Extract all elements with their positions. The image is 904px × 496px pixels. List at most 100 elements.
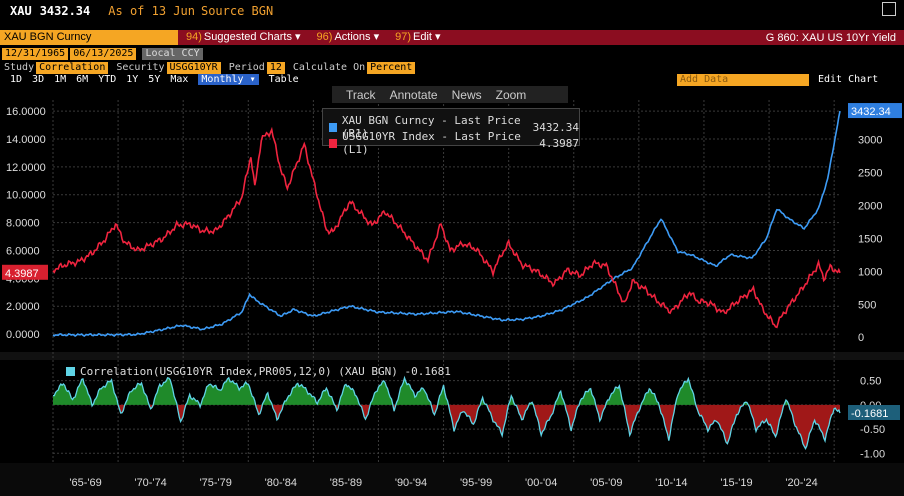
news-button[interactable]: News: [451, 87, 482, 102]
x-axis-tick-label: '65-'69: [69, 477, 101, 489]
menu-number: 97): [395, 31, 412, 43]
frequency-select[interactable]: Monthly ▾: [198, 74, 259, 85]
left-axis-tick-label: 6.0000: [6, 245, 40, 257]
annotate-button[interactable]: Annotate: [389, 87, 438, 102]
edit-menu[interactable]: 97) Edit ▾: [387, 30, 448, 45]
export-excel-icon[interactable]: [882, 2, 896, 16]
range-3d[interactable]: 3D: [32, 74, 45, 85]
currency-select[interactable]: Local CCY: [142, 48, 203, 60]
period-label: Period: [228, 62, 265, 73]
legend-item-yield[interactable]: USGG10YR Index - Last Price (L1) 4.3987: [329, 130, 579, 156]
right-axis-tick-label: 0: [858, 332, 864, 344]
gold-price-line: [52, 110, 841, 337]
add-data-input[interactable]: Add Data: [677, 73, 809, 86]
range-max[interactable]: Max: [170, 74, 189, 85]
correlation-last-value-label-bg: [848, 405, 900, 421]
x-axis-tick-label: '70-'74: [134, 477, 166, 489]
x-axis-tick-label: '15-'19: [720, 477, 752, 489]
range-1m[interactable]: 1M: [54, 74, 67, 85]
period-input[interactable]: 12: [266, 61, 285, 74]
yield-last-value-label-bg: [2, 264, 48, 280]
yield-line: [52, 126, 841, 329]
title-bar: XAU 3432.34 As of 13 Jun Source BGN: [0, 0, 904, 22]
menu-label: Edit ▾: [413, 31, 441, 43]
x-axis-tick-label: '00-'04: [525, 477, 557, 489]
table-button[interactable]: Table: [268, 74, 299, 85]
range-5y[interactable]: 5Y: [148, 74, 161, 85]
start-date-input[interactable]: 12/31/1965: [2, 48, 69, 60]
legend-label: XAU BGN Curncy - Last Price (R1): [341, 114, 521, 140]
negative-correlation-area: [53, 404, 840, 449]
panel-divider: [0, 352, 904, 360]
menu-number: 94): [186, 31, 202, 43]
menu-label: Suggested Charts ▾: [203, 31, 301, 43]
legend-swatch: [66, 367, 75, 376]
ticker: XAU: [10, 4, 32, 18]
range-6m[interactable]: 6M: [76, 74, 89, 85]
command-bar: XAU BGN Curncy 94) Suggested Charts ▾ 96)…: [0, 30, 904, 45]
calc-select[interactable]: Percent: [367, 61, 416, 74]
chart-background: [0, 86, 904, 496]
correlation-axis-tick-label: 0.50: [860, 376, 881, 388]
date-range-row: 12/31/1965 06/13/2025 Local CCY: [0, 47, 904, 61]
study-select[interactable]: Correlation: [36, 61, 109, 74]
gold-last-value-label: 3432.34: [851, 106, 891, 118]
suggested-charts-menu[interactable]: 94) Suggested Charts ▾: [178, 30, 309, 45]
range-1y[interactable]: 1Y: [126, 74, 139, 85]
range-ytd[interactable]: YTD: [98, 74, 117, 85]
source: Source BGN: [200, 4, 274, 18]
left-axis-tick-label: 2.0000: [6, 301, 40, 313]
positive-correlation-area: [53, 377, 840, 405]
study-label: Study: [4, 62, 35, 73]
x-axis-tick-label: '10-'14: [655, 477, 687, 489]
chart-toolbar: Track Annotate News Zoom: [332, 86, 568, 103]
gold-last-value-label-bg: [848, 103, 902, 119]
left-axis-tick-label: 8.0000: [6, 218, 40, 230]
correlation-last-value-label: -0.1681: [851, 408, 888, 420]
menu-number: 96): [316, 31, 333, 43]
range-row: 1D 3D 1M 6M YTD 1Y 5Y Max Monthly ▾ Tabl…: [0, 73, 904, 86]
security-field[interactable]: USGG10YR: [166, 61, 221, 74]
end-date-input[interactable]: 06/13/2025: [70, 48, 137, 60]
x-axis-tick-label: '90-'94: [395, 477, 427, 489]
legend-swatch: [329, 138, 338, 148]
x-axis-tick-label: '05-'09: [590, 477, 622, 489]
calc-label: Calculate On: [292, 62, 366, 73]
yield-last-value-label: 4.3987: [5, 268, 39, 280]
right-axis-tick-label: 500: [858, 299, 876, 311]
legend-item-gold[interactable]: XAU BGN Curncy - Last Price (R1) 3432.34: [329, 114, 579, 140]
right-axis-tick-label: 2500: [858, 167, 882, 179]
menu-label: Actions ▾: [334, 31, 380, 43]
right-axis-tick-label: 1000: [858, 266, 882, 278]
legend-swatch: [329, 122, 337, 132]
right-axis-tick-label: 2000: [858, 200, 882, 212]
study-row: Study Correlation Security USGG10YR Peri…: [0, 61, 904, 74]
x-axis-tick-label: '80-'84: [265, 477, 297, 489]
edit-chart-button[interactable]: Edit Chart: [818, 74, 879, 85]
correlation-legend[interactable]: Correlation(USGG10YR Index,PR005,12,0) (…: [66, 365, 451, 378]
last-price: 3432.34: [39, 4, 91, 18]
x-axis-band: [0, 463, 904, 496]
left-axis-tick-label: 10.0000: [6, 190, 46, 202]
x-axis-tick-label: '85-'89: [330, 477, 362, 489]
zoom-button[interactable]: Zoom: [495, 87, 527, 102]
track-button[interactable]: Track: [346, 87, 376, 102]
legend-value: 3432.34: [532, 120, 579, 134]
right-axis-tick-label: 3000: [858, 135, 882, 147]
graph-title: G 860: XAU US 10Yr Yield: [765, 31, 896, 44]
left-axis-tick-label: 0.0000: [6, 329, 40, 341]
x-axis-tick-label: '95-'99: [460, 477, 492, 489]
legend-label: USGG10YR Index - Last Price (L1): [342, 130, 521, 156]
correlation-axis-tick-label: -1.00: [860, 448, 885, 460]
price-legend: XAU BGN Curncy - Last Price (R1) 3432.34…: [322, 108, 580, 156]
range-1d[interactable]: 1D: [10, 74, 23, 85]
left-axis-tick-label: 12.0000: [6, 162, 46, 174]
correlation-axis-tick-label: -0.50: [860, 424, 885, 436]
correlation-line: [52, 375, 841, 451]
actions-menu[interactable]: 96) Actions ▾: [309, 30, 388, 45]
left-axis-tick-label: 14.0000: [6, 134, 46, 146]
left-axis-tick-label: 16.0000: [6, 106, 46, 118]
security-input[interactable]: XAU BGN Curncy: [0, 30, 178, 45]
right-axis-tick-label: 1500: [858, 233, 882, 245]
